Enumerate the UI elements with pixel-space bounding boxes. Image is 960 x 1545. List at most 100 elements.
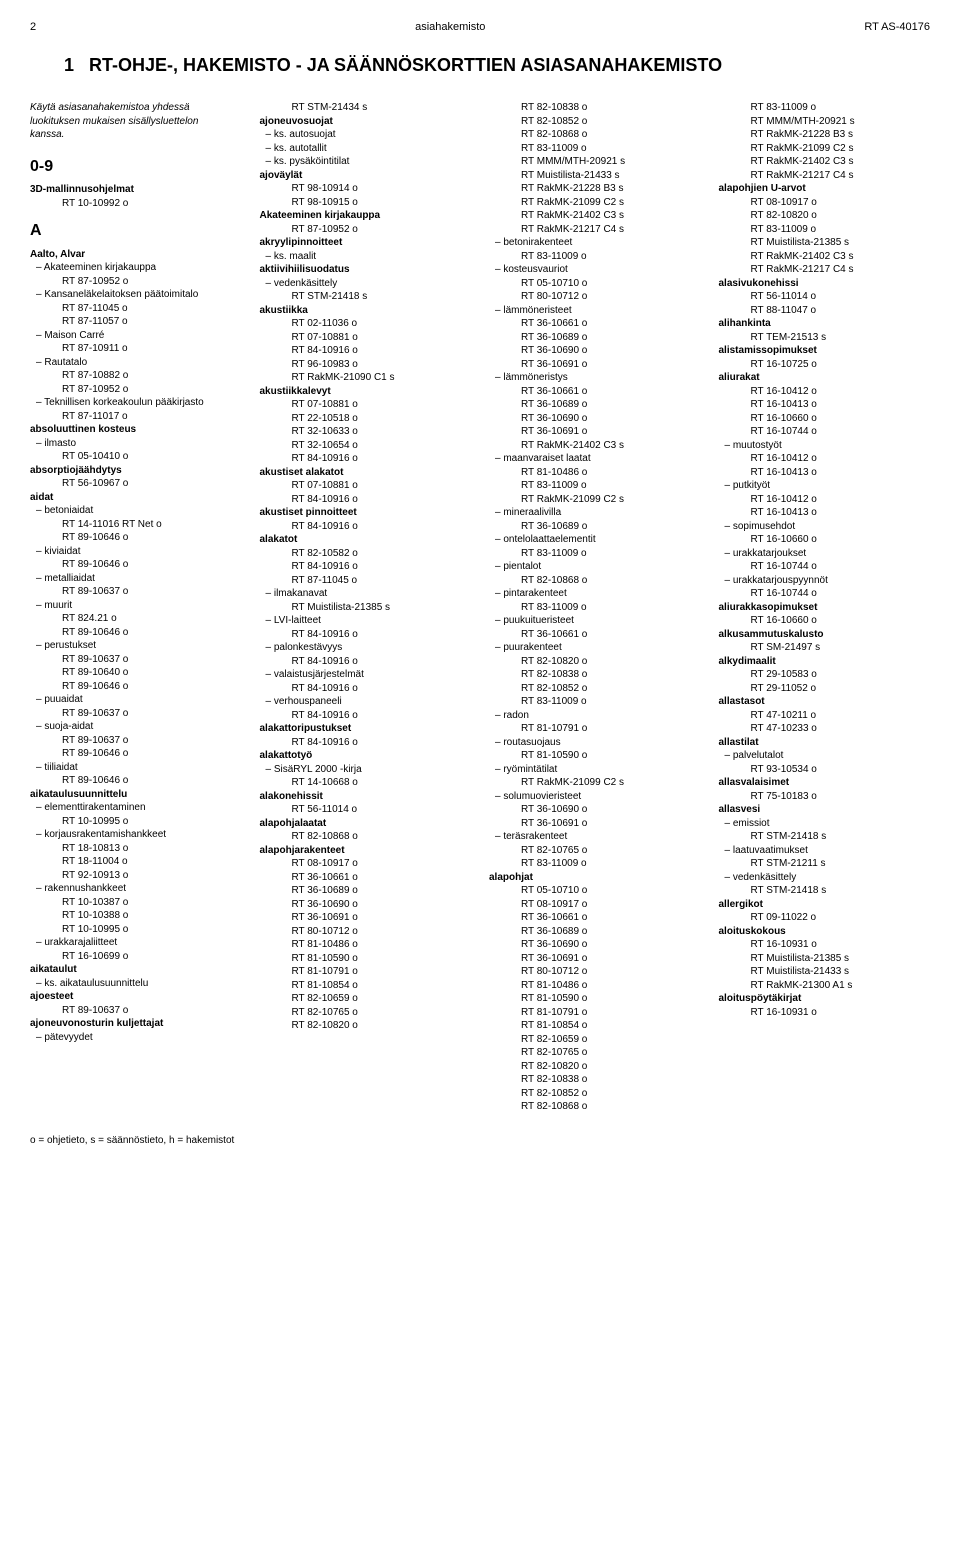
ref: RT 02-11036 o: [260, 317, 472, 331]
ref: RT 82-10820 o: [260, 1019, 472, 1033]
ref: RT 82-10868 o: [260, 830, 472, 844]
ref: RT 07-10881 o: [260, 398, 472, 412]
sub: puukuitueristeet: [489, 614, 701, 628]
ref: RT 83-11009 o: [489, 142, 701, 156]
column-4: RT 83-11009 o RT MMM/MTH-20921 s RT RakM…: [719, 101, 931, 1114]
ref: RT 08-10917 o: [260, 857, 472, 871]
ref: RT RakMK-21402 C3 s: [489, 209, 701, 223]
ref: RT 89-10637 o: [30, 1004, 242, 1018]
ref: RT 16-10413 o: [719, 506, 931, 520]
ref: RT 05-10410 o: [30, 450, 242, 464]
ref: RT 16-10931 o: [719, 1006, 931, 1020]
entry-ajovaylat: ajoväylät: [260, 169, 472, 183]
ref: RT 89-10637 o: [30, 707, 242, 721]
column-1: Käytä asiasanahakemistoa yhdessä luokitu…: [30, 101, 242, 1114]
column-3: RT 82-10838 o RT 82-10852 o RT 82-10868 …: [489, 101, 701, 1114]
entry-alakattoripustukset: alakattoripustukset: [260, 722, 472, 736]
ref: RT TEM-21513 s: [719, 331, 931, 345]
ref: RT 32-10654 o: [260, 439, 472, 453]
sub: sopimusehdot: [719, 520, 931, 534]
sub: solumuovieristeet: [489, 790, 701, 804]
sub: maanvaraiset laatat: [489, 452, 701, 466]
ref: RT 36-10691 o: [489, 817, 701, 831]
ref: RT 83-11009 o: [489, 857, 701, 871]
entry-akateeminen: Akateeminen kirjakauppa: [260, 209, 472, 223]
ref: RT 83-11009 o: [489, 601, 701, 615]
ref: RT 36-10690 o: [489, 412, 701, 426]
ref: RT RakMK-21228 B3 s: [489, 182, 701, 196]
sub: puuaidat: [30, 693, 242, 707]
entry-aikataulusuunnittelu: aikataulusuunnittelu: [30, 788, 242, 802]
entry-aliurakkasopimukset: aliurakkasopimukset: [719, 601, 931, 615]
sub: metalliaidat: [30, 572, 242, 586]
ref: RT 07-10881 o: [260, 331, 472, 345]
sub: muurit: [30, 599, 242, 613]
sub: valaistusjärjestelmät: [260, 668, 472, 682]
sub: mineraalivilla: [489, 506, 701, 520]
sub: palonkestävyys: [260, 641, 472, 655]
ref: RT 80-10712 o: [489, 290, 701, 304]
ref: RT 93-10534 o: [719, 763, 931, 777]
content-columns: Käytä asiasanahakemistoa yhdessä luokitu…: [30, 101, 930, 1114]
ref: RT 05-10710 o: [489, 277, 701, 291]
ref: RT 16-10412 o: [719, 452, 931, 466]
entry-alakattotyo: alakattotyö: [260, 749, 472, 763]
ref: RT 83-11009 o: [719, 101, 931, 115]
ref: RT 82-10765 o: [489, 1046, 701, 1060]
ref: RT 82-10852 o: [489, 115, 701, 129]
ref: RT Muistilista-21385 s: [719, 236, 931, 250]
ref: RT 36-10689 o: [489, 925, 701, 939]
ref: RT 84-10916 o: [260, 655, 472, 669]
ref: RT 84-10916 o: [260, 682, 472, 696]
entry-aloituspoytakirjat: aloituspöytäkirjat: [719, 992, 931, 1006]
ref: RT 07-10881 o: [260, 479, 472, 493]
ref: RT 81-10590 o: [489, 749, 701, 763]
ref: RT 81-10791 o: [489, 722, 701, 736]
sub: lämmöneristeet: [489, 304, 701, 318]
ref: RT RakMK-21402 C3 s: [489, 439, 701, 453]
ref: RT 96-10983 o: [260, 358, 472, 372]
entry-alakonehissit: alakonehissit: [260, 790, 472, 804]
entry-alkusammutuskalusto: alkusammutuskalusto: [719, 628, 931, 642]
ref: RT RakMK-21099 C2 s: [719, 142, 931, 156]
ref: RT MMM/MTH-20921 s: [719, 115, 931, 129]
ref: RT 18-11004 o: [30, 855, 242, 869]
ref: RT 87-11057 o: [30, 315, 242, 329]
ref: RT 82-10852 o: [489, 682, 701, 696]
entry-akustiikkalevyt: akustiikkalevyt: [260, 385, 472, 399]
ref: RT 75-10183 o: [719, 790, 931, 804]
ref: RT 82-10868 o: [489, 1100, 701, 1114]
ref: RT 10-10992 o: [30, 197, 242, 211]
ref: RT 36-10691 o: [260, 911, 472, 925]
ref: RT 29-11052 o: [719, 682, 931, 696]
ref: RT Muistilista-21433 s: [719, 965, 931, 979]
ref: RT 81-10854 o: [260, 979, 472, 993]
ref: RT 08-10917 o: [489, 898, 701, 912]
entry-allergikot: allergikot: [719, 898, 931, 912]
ref: RT 81-10791 o: [489, 1006, 701, 1020]
ref: RT 87-11017 o: [30, 410, 242, 424]
ref: RT 87-10952 o: [30, 383, 242, 397]
sub: ryömintätilat: [489, 763, 701, 777]
sub: urakkatarjoukset: [719, 547, 931, 561]
ref: RT 16-10931 o: [719, 938, 931, 952]
entry-allastilat: allastilat: [719, 736, 931, 750]
title-prefix: 1: [64, 55, 74, 75]
footer-legend: o = ohjetieto, s = säännöstieto, h = hak…: [30, 1134, 930, 1148]
ref: RT 84-10916 o: [260, 493, 472, 507]
page-number: 2: [30, 20, 36, 35]
ref: RT 84-10916 o: [260, 736, 472, 750]
sub: ks. maalit: [260, 250, 472, 264]
sub: rakennushankkeet: [30, 882, 242, 896]
sub: urakkarajaliitteet: [30, 936, 242, 950]
ref: RT RakMK-21099 C2 s: [489, 776, 701, 790]
ref: RT 36-10690 o: [489, 938, 701, 952]
sub: ilmakanavat: [260, 587, 472, 601]
ref: RT 81-10486 o: [489, 979, 701, 993]
sub: ks. pysäköintitilat: [260, 155, 472, 169]
ref: RT 82-10765 o: [489, 844, 701, 858]
sub: kosteusvauriot: [489, 263, 701, 277]
ref: RT 87-10952 o: [30, 275, 242, 289]
sub: perustukset: [30, 639, 242, 653]
ref: RT 83-11009 o: [719, 223, 931, 237]
